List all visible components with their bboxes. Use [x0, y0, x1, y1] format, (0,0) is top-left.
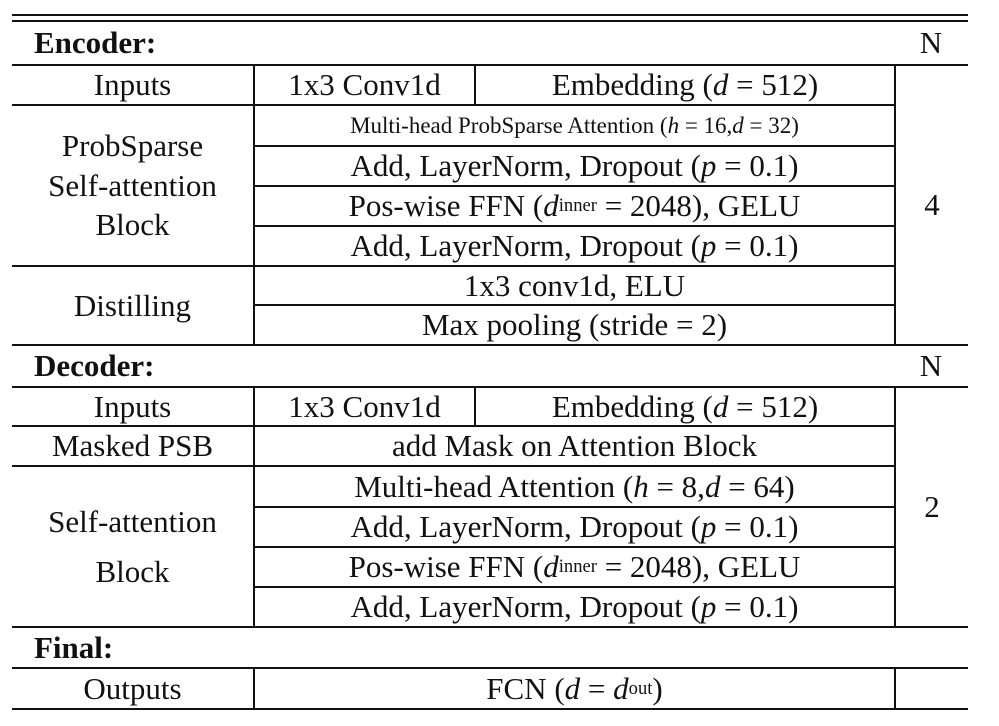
rule	[12, 344, 968, 346]
encoder-header: Encoder:	[34, 25, 157, 61]
encoder-psb-row-addnorm-2: Add, LayerNorm, Dropout (p = 0.1)	[350, 228, 799, 264]
rule	[12, 64, 968, 66]
rule	[254, 185, 895, 187]
rule	[12, 667, 968, 669]
col-rule	[253, 668, 255, 710]
rule	[254, 304, 895, 306]
rule	[12, 104, 895, 106]
col-rule	[253, 65, 255, 346]
col-rule	[894, 668, 896, 710]
decoder-inputs-conv: 1x3 Conv1d	[288, 388, 441, 424]
col-rule	[894, 387, 896, 628]
decoder-inputs-label: Inputs	[93, 388, 172, 424]
encoder-psb-row-ffn: Pos-wise FFN (d inner = 2048), GELU	[348, 188, 801, 224]
rule	[12, 265, 895, 267]
col-rule	[474, 65, 476, 106]
decoder-n-value: 2	[924, 489, 940, 525]
decoder-sab-row-addnorm: Add, LayerNorm, Dropout (p = 0.1)	[350, 509, 799, 545]
rule	[12, 626, 968, 628]
encoder-psb-label: ProbSparse Self-attention Block	[12, 106, 253, 265]
encoder-psb-row-attention: Multi-head ProbSparse Attention (h = 16,…	[350, 112, 799, 138]
rule	[12, 465, 895, 467]
decoder-masked-label: Masked PSB	[51, 428, 214, 464]
decoder-sab-label: Self-attention Block	[12, 467, 253, 626]
encoder-psb-row-addnorm: Add, LayerNorm, Dropout (p = 0.1)	[350, 148, 799, 184]
sab-label-line: Self-attention	[48, 503, 217, 539]
rule	[254, 145, 895, 147]
encoder-inputs-conv: 1x3 Conv1d	[288, 67, 441, 103]
decoder-header: Decoder:	[34, 348, 155, 384]
decoder-inputs-embedding: Embedding (d = 512)	[551, 388, 819, 424]
encoder-n-header: N	[919, 25, 943, 61]
final-outputs-label: Outputs	[83, 670, 182, 706]
encoder-inputs-label: Inputs	[93, 67, 172, 103]
rule	[12, 386, 968, 388]
psb-label-line: ProbSparse	[61, 127, 204, 163]
psb-label-line: Block	[95, 207, 170, 243]
top-rule-inner	[12, 20, 968, 22]
bottom-rule	[12, 708, 968, 710]
decoder-masked-text: add Mask on Attention Block	[391, 428, 758, 464]
decoder-sab-row-addnorm-2: Add, LayerNorm, Dropout (p = 0.1)	[350, 589, 799, 625]
col-rule	[253, 387, 255, 628]
decoder-sab-row-attention: Multi-head Attention (h = 8, d = 64)	[354, 468, 795, 504]
col-rule	[474, 387, 476, 427]
decoder-sab-row-ffn: Pos-wise FFN (d inner = 2048), GELU	[348, 549, 801, 585]
rule	[254, 225, 895, 227]
sab-label-line: Block	[95, 553, 170, 589]
decoder-n-header: N	[919, 348, 943, 384]
encoder-distilling-conv: 1x3 conv1d, ELU	[463, 267, 686, 303]
encoder-inputs-embedding: Embedding (d = 512)	[551, 67, 819, 103]
encoder-n-value: 4	[924, 187, 940, 223]
rule	[254, 586, 895, 588]
col-rule	[894, 65, 896, 346]
psb-label-line: Self-attention	[48, 167, 217, 203]
final-header: Final:	[34, 629, 114, 665]
encoder-distilling-label: Distilling	[73, 287, 192, 323]
final-outputs-text: FCN (d = d out)	[486, 670, 663, 706]
encoder-distilling-pool: Max pooling (stride = 2)	[421, 307, 728, 343]
rule	[12, 425, 895, 427]
rule	[254, 506, 895, 508]
rule	[254, 546, 895, 548]
top-rule-outer	[12, 14, 968, 16]
